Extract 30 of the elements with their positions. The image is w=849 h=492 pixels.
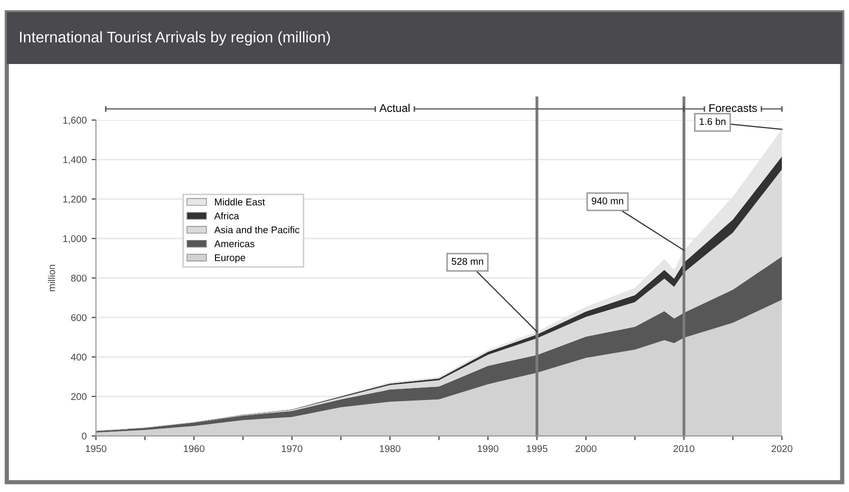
y-tick-label: 1,400 <box>63 156 87 164</box>
y-tick-label: 1,000 <box>63 235 87 244</box>
text: Actual <box>379 104 410 112</box>
y-tick-label: 400 <box>70 354 87 361</box>
legend-label: Americas <box>214 240 254 248</box>
legend-label: Middle East <box>215 198 265 206</box>
x-tick-label: 1995 <box>526 445 548 452</box>
x-tick-label: 1990 <box>478 445 498 452</box>
y-tick-label: 600 <box>71 314 87 322</box>
legend-label: Europe <box>215 254 246 264</box>
text: Forecasts <box>709 104 757 112</box>
annotation: 940 mn <box>592 197 624 204</box>
annotation: 528 mn <box>452 258 484 265</box>
y-tick-label: 1,200 <box>63 196 87 204</box>
x-tick-label: 1970 <box>282 445 302 452</box>
legend-label: Asia and the Pacific <box>214 226 300 234</box>
y-axis-title: million <box>48 264 56 292</box>
x-tick-label: 2020 <box>772 445 792 452</box>
chart-title: International Tourist Arrivals by region (million) <box>20 31 330 46</box>
x-tick-label: 1960 <box>184 445 204 452</box>
y-tick-label: 1,600 <box>63 116 87 125</box>
x-tick-label: 1950 <box>86 445 106 452</box>
legend-label: Africa <box>214 212 240 220</box>
x-tick-label: 1980 <box>380 445 400 452</box>
y-tick-label: 200 <box>71 393 87 400</box>
x-tick-label: 2010 <box>674 445 694 452</box>
x-tick-label: 2000 <box>576 445 596 452</box>
annotation: 1.6 bn <box>700 118 726 125</box>
y-tick-label: 800 <box>71 274 87 282</box>
y-tick-label: 0 <box>82 432 87 440</box>
